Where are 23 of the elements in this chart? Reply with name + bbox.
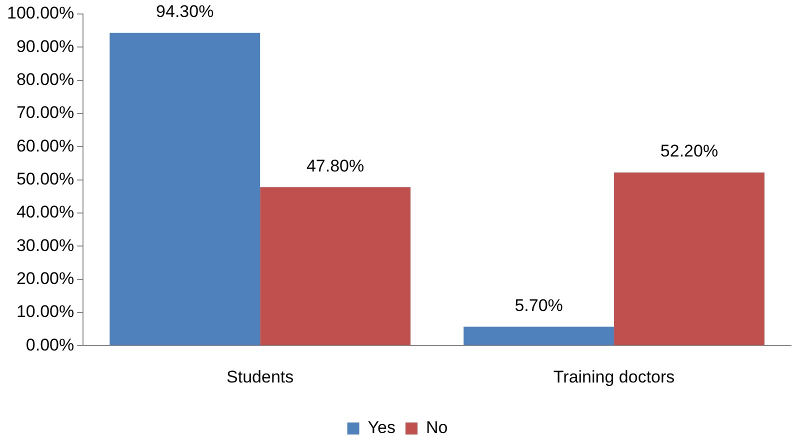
bar xyxy=(110,32,260,346)
y-tick-label: 60.00% xyxy=(16,136,74,156)
y-tick-label: 90.00% xyxy=(16,36,74,56)
y-tick-label: 10.00% xyxy=(16,302,74,322)
data-label: 5.70% xyxy=(514,296,563,315)
y-tick-label: 20.00% xyxy=(16,268,74,288)
x-tick-label: Students xyxy=(226,367,294,386)
y-tick-label: 30.00% xyxy=(16,236,74,255)
y-tick-label: 50.00% xyxy=(16,169,74,188)
legend-label: Yes xyxy=(368,418,396,438)
data-label: 47.80% xyxy=(306,156,364,176)
bar xyxy=(260,187,411,346)
y-tick-label: 80.00% xyxy=(16,70,74,90)
y-tick-label: 100.00% xyxy=(6,4,74,23)
y-tick-label: 70.00% xyxy=(16,103,74,122)
data-label: 52.20% xyxy=(660,142,718,161)
x-tick-label: Training doctors xyxy=(553,367,675,386)
data-label: 94.30% xyxy=(156,2,214,22)
legend-label: No xyxy=(426,418,448,438)
bar xyxy=(464,326,614,346)
y-tick-label: 0.00% xyxy=(26,335,74,354)
bar xyxy=(614,172,764,346)
y-tick-label: 40.00% xyxy=(16,202,74,222)
